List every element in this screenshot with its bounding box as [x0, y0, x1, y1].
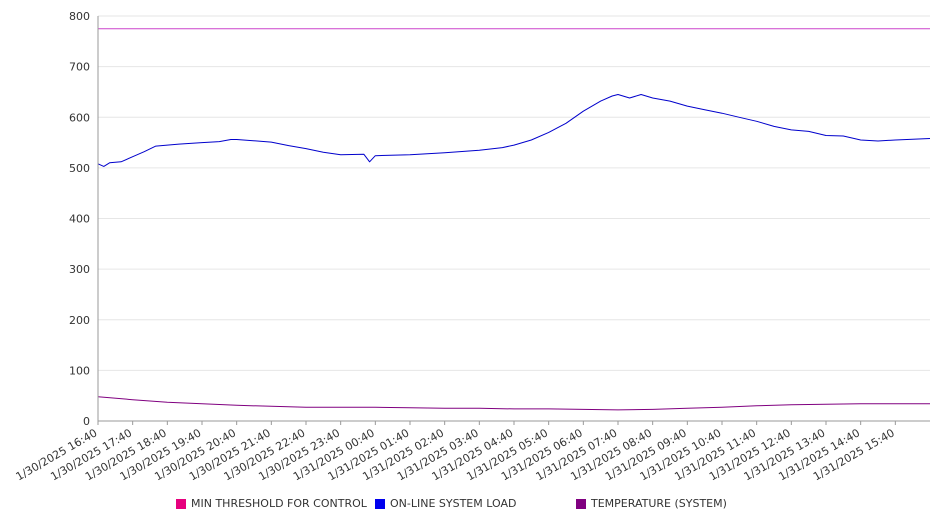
- y-axis-tick-labels: 0 100 200 300 400 500 600 700 800: [69, 10, 90, 428]
- axes: [97, 16, 930, 425]
- legend-swatch-temperature: [576, 498, 586, 509]
- series-lines: [97, 28, 931, 411]
- series-line-temperature: [97, 396, 930, 411]
- y-tick-label-500: 500: [69, 162, 90, 175]
- legend: MIN THRESHOLD FOR CONTROL ON-LINE SYSTEM…: [0, 497, 946, 515]
- y-tick-label-0: 0: [83, 415, 90, 428]
- y-tick-label-400: 400: [69, 213, 90, 226]
- legend-swatch-system-load: [375, 498, 385, 509]
- gridlines: [98, 15, 930, 371]
- y-tick-label-200: 200: [69, 314, 90, 327]
- legend-label-temperature: TEMPERATURE (SYSTEM): [591, 497, 727, 510]
- x-axis-tick-labels: 1/30/2025 16:401/30/2025 17:401/30/2025 …: [14, 426, 897, 483]
- y-tick-label-800: 800: [69, 10, 90, 23]
- legend-swatch-threshold: [176, 498, 186, 509]
- y-tick-label-300: 300: [69, 263, 90, 276]
- legend-item-temperature: TEMPERATURE (SYSTEM): [576, 497, 727, 510]
- legend-label-threshold: MIN THRESHOLD FOR CONTROL: [191, 497, 367, 510]
- legend-label-system-load: ON-LINE SYSTEM LOAD: [390, 497, 517, 510]
- y-tick-label-600: 600: [69, 111, 90, 124]
- legend-item-threshold: MIN THRESHOLD FOR CONTROL: [176, 497, 367, 510]
- y-tick-label-700: 700: [69, 61, 90, 74]
- series-line-system-load: [97, 94, 931, 167]
- legend-item-system-load: ON-LINE SYSTEM LOAD: [375, 497, 516, 510]
- y-tick-label-100: 100: [69, 364, 90, 377]
